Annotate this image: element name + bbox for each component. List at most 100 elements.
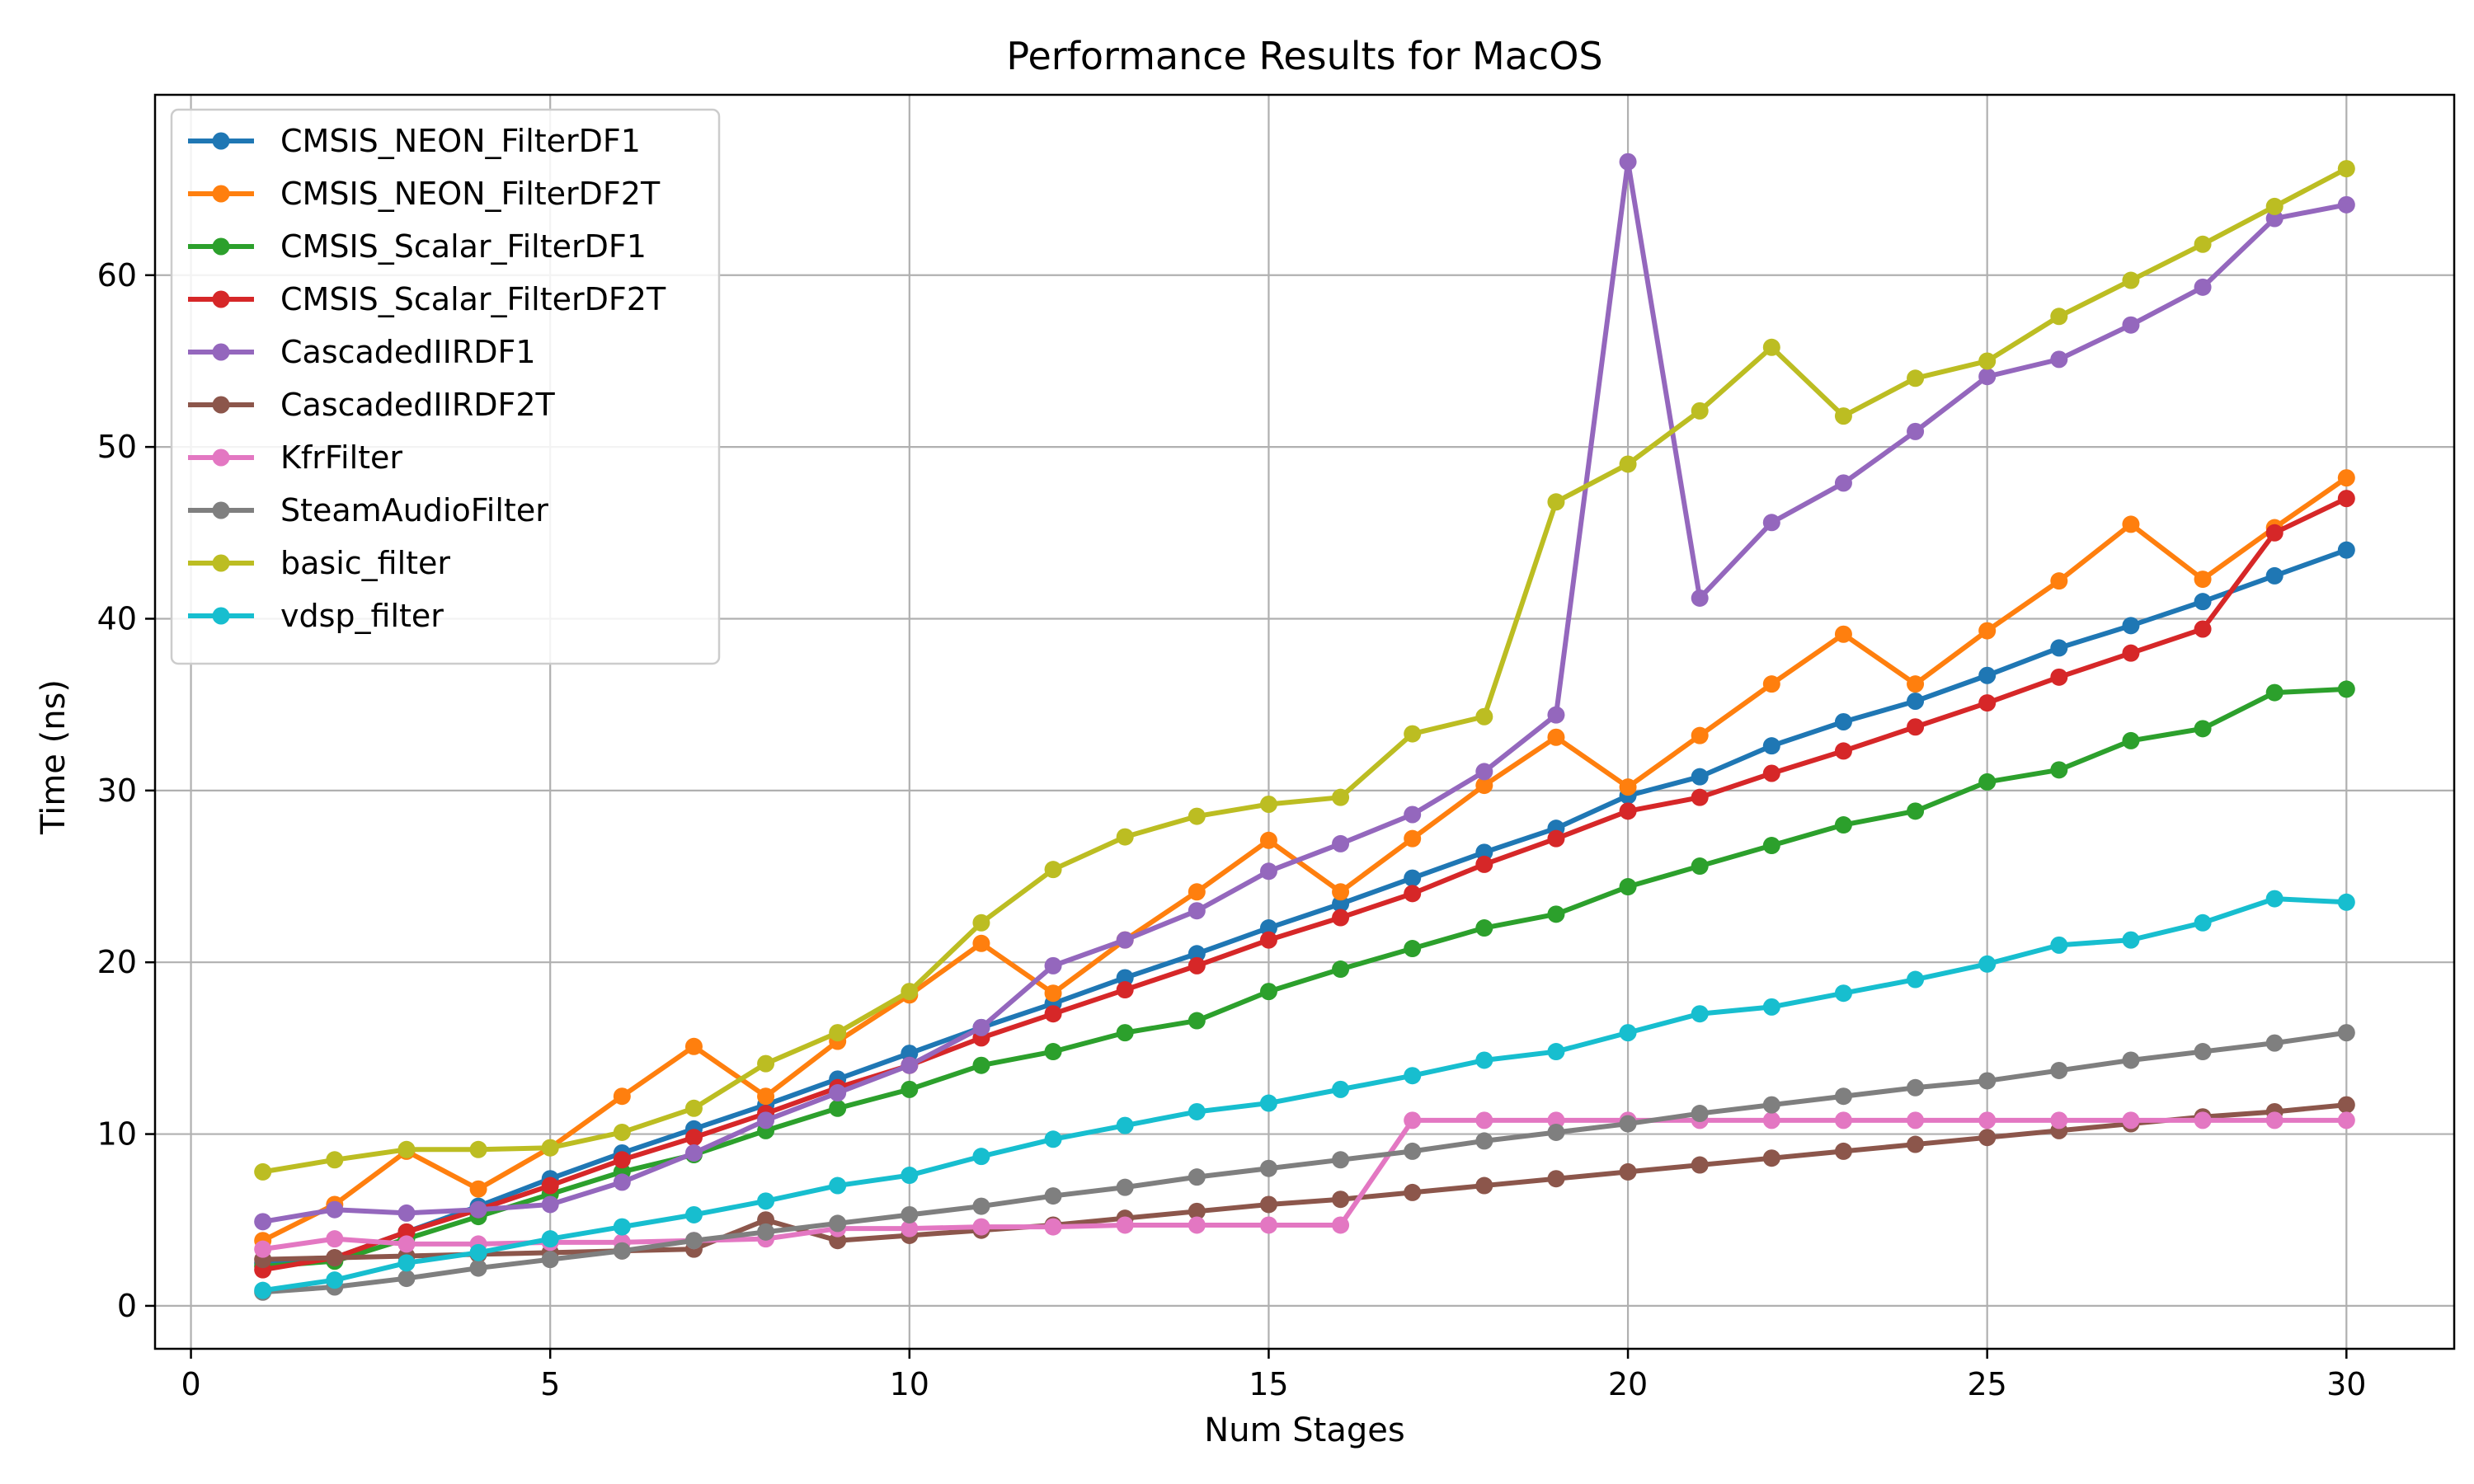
data-point bbox=[1116, 981, 1134, 999]
data-point bbox=[1619, 778, 1637, 796]
data-point bbox=[2050, 350, 2068, 369]
data-point bbox=[541, 1251, 559, 1269]
data-point bbox=[1691, 1105, 1709, 1123]
series-line bbox=[260, 547, 2349, 1266]
data-point bbox=[684, 1144, 703, 1162]
data-point bbox=[829, 1232, 847, 1250]
data-point bbox=[541, 1195, 559, 1214]
data-point bbox=[1762, 764, 1780, 782]
data-point bbox=[1691, 857, 1709, 876]
data-point bbox=[901, 1080, 919, 1098]
legend-label: KfrFilter bbox=[280, 439, 402, 476]
data-point bbox=[1834, 984, 1852, 1003]
data-point bbox=[1259, 862, 1277, 881]
data-point bbox=[1907, 422, 1925, 440]
data-point bbox=[1547, 829, 1565, 848]
data-point bbox=[1691, 768, 1709, 786]
legend-label: CMSIS_NEON_FilterDF2T bbox=[280, 176, 661, 212]
legend-entry: CMSIS_NEON_FilterDF2T bbox=[188, 176, 661, 212]
legend-label: CMSIS_NEON_FilterDF1 bbox=[280, 123, 641, 159]
data-point bbox=[469, 1259, 487, 1277]
data-point bbox=[2265, 209, 2284, 228]
data-point bbox=[1691, 1156, 1709, 1174]
x-tick-label: 30 bbox=[2326, 1366, 2366, 1402]
data-point bbox=[2337, 1096, 2355, 1114]
data-point bbox=[757, 1111, 775, 1129]
y-axis-label: Time (ns) bbox=[35, 679, 73, 835]
series-line bbox=[260, 1117, 2349, 1252]
data-point bbox=[2122, 271, 2140, 289]
data-point bbox=[1475, 1132, 1493, 1150]
data-point bbox=[684, 1037, 703, 1055]
legend-label: CascadedIIRDF2T bbox=[280, 387, 556, 423]
data-point bbox=[1907, 718, 1925, 736]
data-point bbox=[829, 1214, 847, 1233]
x-tick-label: 5 bbox=[540, 1366, 560, 1402]
data-point bbox=[1188, 883, 1206, 901]
data-point bbox=[2337, 490, 2355, 508]
data-point bbox=[397, 1270, 416, 1288]
data-point bbox=[1475, 707, 1493, 726]
legend-swatch-marker bbox=[212, 607, 230, 625]
data-point bbox=[1259, 1216, 1277, 1234]
legend-entry: CMSIS_Scalar_FilterDF2T bbox=[188, 281, 666, 317]
data-point bbox=[1907, 692, 1925, 710]
data-point bbox=[1116, 1178, 1134, 1196]
data-point bbox=[1762, 514, 1780, 532]
data-point bbox=[1475, 855, 1493, 873]
data-point bbox=[1188, 902, 1206, 920]
data-point bbox=[1978, 1072, 1997, 1090]
data-point bbox=[469, 1200, 487, 1219]
data-point bbox=[1475, 1051, 1493, 1069]
data-point bbox=[1834, 816, 1852, 834]
data-point bbox=[1404, 1142, 1422, 1160]
data-point bbox=[1907, 1111, 1925, 1129]
data-point bbox=[1547, 728, 1565, 746]
legend-entry: CMSIS_Scalar_FilterDF1 bbox=[188, 228, 647, 265]
data-point bbox=[1619, 1162, 1637, 1181]
data-point bbox=[326, 1151, 344, 1169]
data-point bbox=[1332, 883, 1350, 901]
y-tick-label: 50 bbox=[97, 429, 137, 465]
data-point bbox=[972, 1148, 990, 1166]
data-point bbox=[1619, 455, 1637, 473]
data-point bbox=[1619, 1115, 1637, 1133]
data-point bbox=[1404, 1183, 1422, 1201]
data-point bbox=[541, 1139, 559, 1157]
data-point bbox=[1907, 675, 1925, 693]
data-point bbox=[1619, 153, 1637, 171]
legend-label: vdsp_filter bbox=[280, 598, 444, 634]
data-point bbox=[972, 913, 990, 932]
legend-entry: vdsp_filter bbox=[188, 598, 444, 634]
data-point bbox=[1834, 474, 1852, 492]
data-point bbox=[1332, 1216, 1350, 1234]
series-steamaudiofilter bbox=[254, 1024, 2355, 1301]
data-point bbox=[1188, 1216, 1206, 1234]
data-point bbox=[757, 1087, 775, 1106]
data-point bbox=[2337, 541, 2355, 559]
data-point bbox=[1762, 737, 1780, 755]
data-point bbox=[1762, 675, 1780, 693]
data-point bbox=[1475, 763, 1493, 781]
data-point bbox=[2265, 683, 2284, 702]
series-basic-filter bbox=[254, 160, 2355, 1181]
data-point bbox=[1116, 1116, 1134, 1134]
chart-title: Performance Results for MacOS bbox=[1006, 34, 1602, 78]
data-point bbox=[2194, 1111, 2212, 1129]
data-point bbox=[397, 1204, 416, 1222]
data-point bbox=[1978, 1111, 1997, 1129]
data-point bbox=[1116, 969, 1134, 987]
data-point bbox=[2265, 566, 2284, 585]
data-point bbox=[2050, 308, 2068, 326]
data-point bbox=[254, 1213, 272, 1231]
data-point bbox=[1834, 407, 1852, 425]
data-point bbox=[1762, 998, 1780, 1016]
data-point bbox=[1259, 931, 1277, 949]
y-tick-label: 10 bbox=[97, 1116, 137, 1153]
y-tick-label: 40 bbox=[97, 600, 137, 636]
data-point bbox=[1834, 1142, 1852, 1160]
legend-entry: basic_filter bbox=[188, 545, 450, 581]
data-point bbox=[1978, 368, 1997, 386]
data-point bbox=[1691, 402, 1709, 420]
series-line bbox=[260, 1030, 2349, 1295]
